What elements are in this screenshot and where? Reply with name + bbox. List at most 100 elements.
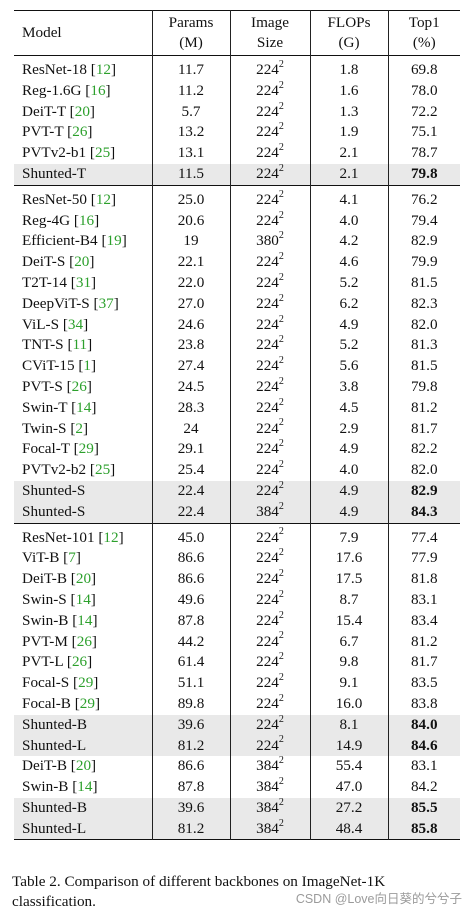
top1-cell: 77.9 (387, 548, 460, 570)
image-size-cell: 3842 (229, 777, 310, 798)
model-name: TNT-S (22, 336, 64, 354)
model-cell: DeiT-B [20] (22, 570, 97, 588)
citation-link[interactable]: 14 (75, 590, 91, 608)
top1-cell: 81.8 (387, 569, 460, 590)
params-cell: 86.6 (151, 548, 230, 570)
citation-link[interactable]: 29 (78, 440, 94, 458)
image-size-value: 224 (256, 440, 279, 458)
table-row: Swin-T [14] 28.3 2242 4.5 81.2 (14, 397, 460, 419)
citation-link[interactable]: 11 (72, 336, 88, 354)
top1-cell: 76.2 (387, 189, 460, 211)
citation-link[interactable]: 26 (71, 653, 88, 671)
table-header: Model Params (M) Image Size FLOPs (G) To… (14, 10, 460, 56)
image-size-value: 224 (256, 549, 279, 567)
model-name: Shunted-S (22, 481, 86, 499)
citation-link[interactable]: 16 (78, 211, 95, 229)
top1-cell: 83.5 (387, 673, 460, 694)
params-cell: 11.2 (151, 80, 230, 102)
citation-link[interactable]: 25 (94, 461, 111, 479)
top1-cell: 79.4 (387, 210, 460, 232)
citation-link[interactable]: 1 (83, 357, 91, 375)
image-size-value: 224 (256, 211, 279, 229)
flops-cell: 1.6 (309, 80, 388, 102)
size-exponent: 2 (278, 417, 284, 429)
table-row: Shunted-T 11.5 2242 2.1 79.8 (14, 163, 460, 186)
model-name: DeiT-S (22, 253, 66, 271)
model-name: Shunted-L (22, 736, 87, 754)
table-row: Swin-B [14] 87.8 2242 15.4 83.4 (14, 610, 460, 632)
citation-link[interactable]: 37 (98, 294, 114, 312)
table-row: Shunted-B 39.6 2242 8.1 84.0 (14, 714, 460, 736)
header-image-size: Image Size (229, 10, 310, 56)
citation-link[interactable]: 14 (77, 611, 93, 629)
model-cell: DeepViT-S [37] (22, 294, 119, 312)
table-row: Shunted-L 81.2 3842 48.4 85.8 (14, 817, 460, 840)
image-size-value: 224 (256, 273, 279, 291)
citation-link[interactable]: 31 (75, 273, 92, 291)
image-size-cell: 2242 (229, 397, 310, 419)
size-exponent: 2 (278, 588, 284, 600)
citation-link[interactable]: 34 (67, 315, 84, 333)
citation-link[interactable]: 29 (79, 694, 95, 712)
citation-link[interactable]: 16 (90, 81, 106, 99)
header-image-size-line2: Size (256, 34, 284, 51)
size-exponent: 2 (278, 817, 284, 829)
size-exponent: 2 (278, 230, 284, 242)
citation-link[interactable]: 19 (106, 232, 122, 250)
model-cell: Shunted-S (14, 480, 152, 502)
size-exponent: 2 (278, 375, 284, 387)
image-size-value: 224 (256, 164, 279, 182)
model-cell: Shunted-L (14, 818, 152, 840)
image-size-cell: 3842 (229, 797, 310, 819)
citation-link[interactable]: 12 (95, 190, 112, 208)
row-group-1: ResNet-18 [12] 11.7 2242 1.8 69.8 Reg-1.6G [1… (14, 55, 460, 186)
flops-cell: 9.8 (309, 652, 388, 674)
image-size-cell: 2242 (229, 610, 310, 632)
citation-link[interactable]: 14 (76, 398, 92, 416)
citation-link[interactable]: 26 (71, 377, 87, 395)
model-cell: ViL-S [34] (22, 315, 89, 333)
top1-cell: 75.1 (387, 122, 460, 144)
citation-link[interactable]: 14 (77, 778, 93, 796)
table-row: T2T-14 [31] 22.0 2242 5.2 81.5 (14, 272, 460, 294)
image-size-value: 224 (256, 294, 279, 312)
model-name: ResNet-101 (22, 528, 95, 546)
top1-cell: 82.2 (387, 439, 460, 461)
size-exponent: 2 (278, 209, 284, 221)
citation-link[interactable]: 26 (72, 123, 88, 141)
top1-cell: 83.1 (387, 756, 460, 778)
citation-link[interactable]: 12 (103, 528, 119, 546)
flops-cell: 1.3 (309, 101, 388, 123)
top1-cell: 84.3 (387, 501, 460, 524)
header-params: Params (M) (151, 10, 230, 56)
citation-link[interactable]: 12 (95, 61, 112, 78)
table-row: DeepViT-S [37] 27.0 2242 6.2 82.3 (14, 293, 460, 315)
params-cell: 23.8 (151, 335, 230, 357)
params-cell: 27.4 (151, 356, 230, 377)
flops-cell: 4.9 (309, 314, 388, 336)
params-cell: 45.0 (151, 527, 230, 549)
image-size-value: 224 (256, 357, 279, 375)
spacer-cell (387, 185, 460, 190)
citation-link[interactable]: 29 (78, 674, 94, 692)
citation-link[interactable]: 26 (76, 632, 92, 650)
citation-link[interactable]: 7 (68, 549, 76, 567)
citation-link[interactable]: 25 (94, 144, 111, 162)
model-name: Focal-S (22, 674, 70, 692)
image-size-cell: 2242 (229, 673, 310, 694)
size-exponent: 2 (278, 100, 284, 112)
model-name: Focal-B (22, 694, 71, 712)
flops-cell: 4.9 (309, 480, 388, 502)
citation-link[interactable]: 2 (75, 419, 83, 437)
image-size-cell: 2242 (229, 652, 310, 674)
citation-link[interactable]: 20 (74, 253, 90, 271)
params-cell: 11.5 (151, 163, 230, 186)
top1-cell: 82.0 (387, 314, 460, 336)
header-model: Model (22, 24, 62, 41)
size-exponent: 2 (278, 251, 284, 263)
citation-link[interactable]: 20 (75, 757, 92, 775)
citation-link[interactable]: 20 (74, 102, 90, 120)
image-size-value: 224 (256, 674, 279, 692)
table-row: Focal-T [29] 29.1 2242 4.9 82.2 (14, 439, 460, 461)
citation-link[interactable]: 20 (75, 570, 92, 588)
